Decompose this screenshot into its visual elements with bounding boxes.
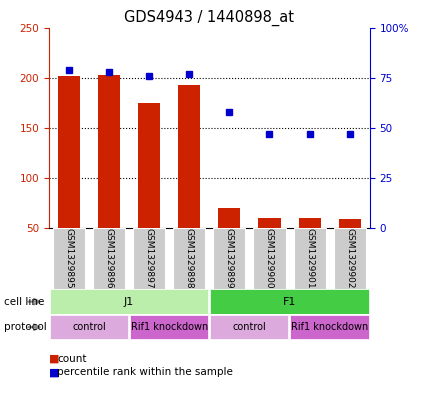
Bar [213,228,245,289]
Bar [133,228,165,289]
Text: GSM1329896: GSM1329896 [105,228,113,289]
Text: GSM1329899: GSM1329899 [225,228,234,289]
Bar [53,228,85,289]
Bar [130,315,208,340]
Text: GSM1329895: GSM1329895 [65,228,74,289]
Text: ■: ■ [49,354,60,364]
Text: GSM1329900: GSM1329900 [265,228,274,289]
Bar [210,289,368,314]
Bar [290,315,368,340]
Text: control: control [232,322,266,332]
Text: J1: J1 [124,297,134,307]
Bar [173,228,205,289]
Text: control: control [72,322,106,332]
Bar [218,208,241,228]
Bar [98,75,120,228]
Text: percentile rank within the sample: percentile rank within the sample [57,367,233,377]
Bar [339,219,361,228]
Text: GSM1329901: GSM1329901 [305,228,314,289]
Text: count: count [57,354,87,364]
Bar [50,315,128,340]
Bar [258,218,280,228]
Text: GSM1329902: GSM1329902 [345,228,354,288]
Bar [58,75,80,228]
Text: F1: F1 [283,297,296,307]
Bar [178,84,200,228]
Bar [253,228,286,289]
Text: GSM1329897: GSM1329897 [144,228,154,289]
Bar [298,218,320,228]
Text: ■: ■ [49,367,60,377]
Text: cell line: cell line [4,297,45,307]
Bar [138,103,160,228]
Bar [210,315,288,340]
Text: protocol: protocol [4,322,47,332]
Text: Rif1 knockdown: Rif1 knockdown [130,322,208,332]
Bar [334,228,366,289]
Text: Rif1 knockdown: Rif1 knockdown [291,322,368,332]
Bar [50,289,208,314]
Bar [294,228,326,289]
Title: GDS4943 / 1440898_at: GDS4943 / 1440898_at [124,10,294,26]
Text: GSM1329898: GSM1329898 [185,228,194,289]
Bar [93,228,125,289]
